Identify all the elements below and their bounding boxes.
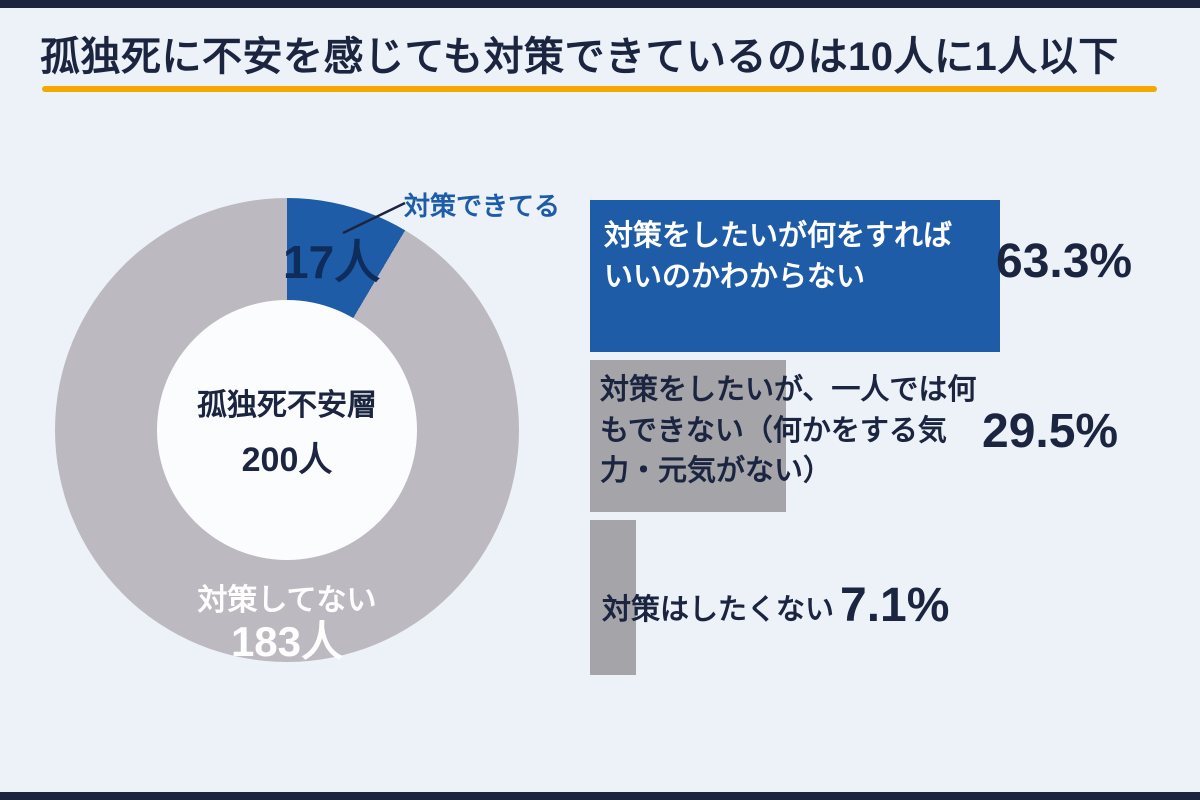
donut-center-total: 200人	[241, 440, 333, 479]
bottom-frame-bar	[0, 792, 1200, 800]
donut-center: 孤独死不安層 200人	[157, 300, 417, 560]
bar-label: 対策はしたくない	[602, 594, 835, 626]
bar-percent: 63.3%	[996, 235, 1133, 288]
top-frame-bar	[0, 0, 1200, 8]
donut-center-label: 孤独死不安層	[197, 388, 377, 422]
title-underline	[42, 86, 1157, 92]
bar-fill	[590, 200, 1000, 352]
bar-percent: 7.1%	[840, 579, 950, 632]
donut-remainder-text: 対策してない	[197, 584, 377, 617]
bar-row-cannot-do-alone: 対策をしたいが、一人では何もできない（何かをする気力・元気がない） 29.5%	[590, 360, 1180, 512]
bar-row-unsure-what-to-do: 対策をしたいが何をすればいいのかわからない 63.3%	[590, 200, 1180, 352]
reasons-bar-chart: 対策をしたいが何をすればいいのかわからない 63.3% 対策をしたいが、一人では…	[590, 200, 1180, 675]
donut-remainder-label: 対策してない 183人	[55, 584, 519, 665]
donut-highlight-value: 17人	[283, 236, 381, 288]
bar-row-do-not-want: 対策はしたくない 7.1%	[590, 520, 1180, 675]
bar-label: 対策をしたいが何をすればいいのかわからない	[604, 220, 953, 293]
bar-label: 対策をしたいが、一人では何もできない（何かをする気力・元気がない）	[600, 374, 977, 488]
donut-remainder-value: 183人	[230, 617, 344, 665]
donut-callout-label: 対策できてる	[404, 191, 561, 221]
callout-line	[342, 201, 406, 235]
page-title: 孤独死に不安を感じても対策できているのは10人に1人以下	[40, 35, 1119, 79]
bar-fill	[590, 360, 786, 512]
bar-fill	[590, 520, 636, 675]
bar-percent: 29.5%	[982, 405, 1119, 458]
anxiety-donut-chart: 17人 孤独死不安層 200人 対策してない 183人	[55, 198, 519, 665]
